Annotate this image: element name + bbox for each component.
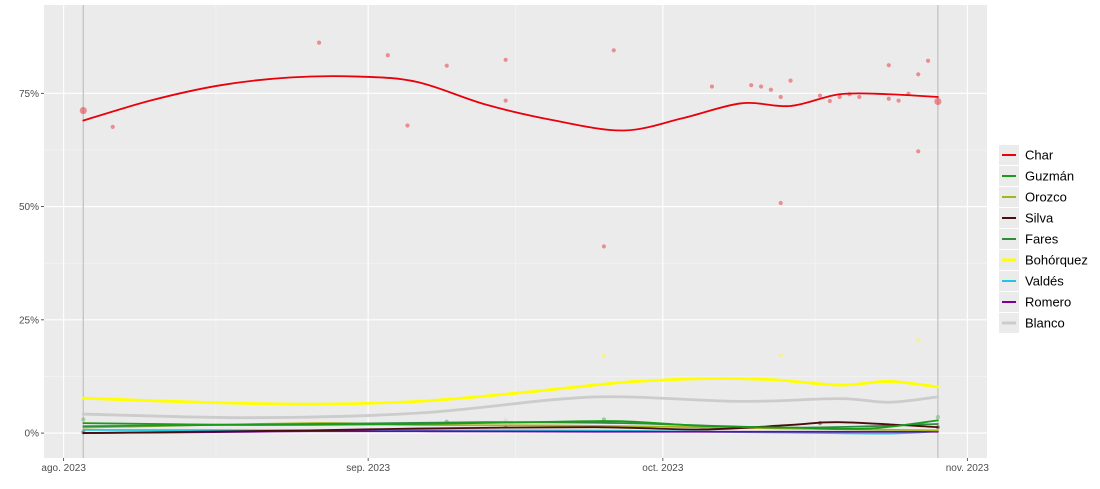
y-tick-label: 75% — [19, 89, 39, 100]
legend-label: Char — [1025, 148, 1054, 163]
data-point — [601, 244, 607, 249]
legend-label: Valdés — [1025, 274, 1064, 289]
data-point — [601, 353, 607, 359]
series-line-bohórquez — [81, 377, 940, 406]
x-tick-label: sep. 2023 — [346, 463, 390, 474]
data-point — [925, 58, 931, 63]
series-line-blanco — [81, 395, 940, 420]
y-tick-label: 25% — [19, 315, 39, 326]
series-lines — [81, 75, 940, 435]
data-points — [79, 40, 942, 435]
legend-label: Guzmán — [1025, 169, 1074, 184]
y-tick-label: 0% — [25, 429, 40, 440]
x-tick-label: nov. 2023 — [946, 463, 990, 474]
data-point — [758, 84, 764, 89]
series-line-guzmán — [82, 419, 939, 430]
data-point — [503, 98, 508, 103]
data-point — [709, 84, 715, 89]
legend-label: Romero — [1025, 295, 1071, 310]
data-point — [316, 40, 322, 45]
data-point — [886, 63, 891, 68]
data-point — [749, 83, 754, 88]
reference-lines — [82, 5, 939, 458]
data-point — [896, 98, 901, 103]
grid — [44, 5, 987, 458]
data-point — [916, 72, 921, 77]
x-tick-label: oct. 2023 — [642, 463, 684, 474]
legend-label: Bohórquez — [1025, 253, 1088, 268]
data-point — [935, 415, 940, 420]
axes: 0% 25% 50% 75% ago. 2023 sep. 2023 oct. 2023 no… — [19, 89, 989, 474]
data-point — [788, 78, 793, 83]
legend-label: Blanco — [1025, 316, 1065, 331]
x-tick-label: ago. 2023 — [41, 463, 86, 474]
data-point — [81, 417, 86, 422]
data-point — [405, 123, 410, 128]
legend-label: Silva — [1025, 211, 1054, 226]
data-point — [916, 338, 921, 343]
data-point — [857, 94, 862, 100]
data-point — [916, 149, 921, 154]
data-point — [81, 417, 86, 422]
y-tick-label: 50% — [19, 202, 39, 213]
data-point — [385, 53, 390, 58]
data-point — [886, 96, 891, 101]
series-line-char — [82, 75, 939, 132]
data-point — [778, 353, 783, 358]
legend: Char Guzmán Orozco Silva Fares Bohórquez Valdé… — [999, 143, 1095, 340]
data-point — [934, 97, 942, 106]
data-point — [768, 87, 773, 92]
data-point — [79, 106, 87, 115]
data-point — [935, 415, 940, 420]
series-line-silva — [82, 421, 939, 434]
data-point — [817, 93, 823, 98]
legend-label: Orozco — [1025, 190, 1067, 205]
data-point — [827, 98, 832, 104]
data-point — [110, 124, 115, 129]
data-point — [778, 200, 783, 206]
data-point — [444, 63, 449, 68]
data-point — [503, 57, 508, 62]
data-point — [611, 48, 616, 53]
data-point — [778, 94, 783, 100]
data-point — [837, 94, 842, 100]
legend-label: Fares — [1025, 232, 1059, 247]
